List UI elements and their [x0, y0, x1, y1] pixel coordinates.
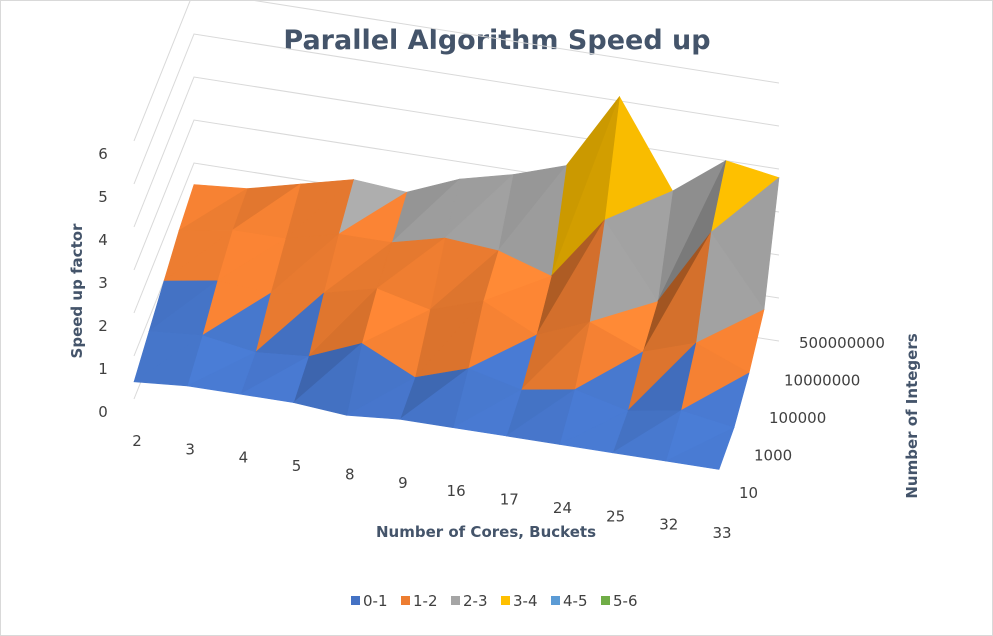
surface-facet-81: [346, 377, 416, 420]
chart-title: Parallel Algorithm Speed up: [283, 25, 710, 56]
z-axis-ticks: 0 1 2 3 4 5 6: [98, 145, 108, 421]
legend: 0-1 1-2 2-3 3-4 4-5 5-6: [351, 592, 638, 610]
legend-swatch-3-4: [501, 596, 510, 605]
gridline-5: [133, 33, 780, 185]
surface-facet-78: [186, 352, 256, 395]
legend-swatch-0-1: [351, 596, 360, 605]
y-axis-ticks: 10 1000 100000 10000000 500000000: [739, 334, 885, 502]
legend-label-2-3: 2-3: [463, 592, 488, 610]
surface-facet-84: [505, 389, 575, 445]
legend-label-0-1: 0-1: [363, 592, 388, 610]
x-axis-ticks: 2 3 4 5 8 9 16 17 24 25 32 33: [132, 432, 731, 542]
legend-label-1-2: 1-2: [413, 592, 438, 610]
x-tick-label-7: 17: [500, 491, 519, 509]
surface-facet-82: [399, 368, 469, 429]
surface-facet-79: [240, 356, 309, 403]
x-tick-label-3: 5: [292, 457, 302, 475]
z-axis-title: Speed up factor: [68, 223, 86, 359]
legend-swatch-5-6: [601, 596, 610, 605]
legend-label-5-6: 5-6: [613, 592, 638, 610]
y-tick-label-2: 100000: [769, 409, 826, 427]
legend-swatch-4-5: [551, 596, 560, 605]
x-tick-label-8: 24: [553, 499, 572, 517]
legend-swatch-2-3: [451, 596, 460, 605]
gridline-6: [133, 1, 780, 142]
gridline-4: [133, 76, 780, 228]
x-tick-label-4: 8: [345, 465, 355, 483]
z-tick-label-0: 0: [98, 403, 108, 421]
z-tick-label-2: 2: [98, 317, 108, 335]
legend-swatch-1-2: [401, 596, 410, 605]
x-tick-label-6: 16: [447, 482, 466, 500]
z-tick-label-3: 3: [98, 274, 108, 292]
x-tick-label-9: 25: [606, 507, 625, 525]
z-tick-label-6: 6: [98, 145, 108, 163]
x-tick-label-10: 32: [659, 516, 678, 534]
x-tick-label-5: 9: [398, 474, 408, 492]
legend-label-3-4: 3-4: [513, 592, 538, 610]
y-tick-label-0: 10: [739, 484, 758, 502]
y-tick-label-3: 10000000: [784, 372, 860, 390]
surface-facet-86: [612, 410, 682, 462]
y-tick-label-1: 1000: [754, 447, 792, 465]
surface-facet-80: [293, 343, 363, 416]
legend-label-4-5: 4-5: [563, 592, 588, 610]
surface: [133, 96, 780, 470]
surface-facet-77: [133, 335, 203, 387]
surface-facet-85: [559, 410, 628, 454]
surface-facet-87: [665, 427, 735, 470]
x-axis-title: Number of Cores, Buckets: [376, 523, 596, 541]
y-axis-title: Number of Integers: [903, 333, 921, 498]
x-tick-label-1: 3: [185, 440, 195, 458]
surface-facet-83: [452, 389, 522, 437]
z-tick-label-1: 1: [98, 360, 108, 378]
z-tick-label-4: 4: [98, 231, 108, 249]
y-tick-label-4: 500000000: [799, 334, 885, 352]
z-tick-label-5: 5: [98, 188, 108, 206]
x-tick-label-11: 33: [712, 524, 731, 542]
x-tick-label-0: 2: [132, 432, 142, 450]
x-tick-label-2: 4: [239, 449, 249, 467]
gridlines: [133, 1, 780, 400]
